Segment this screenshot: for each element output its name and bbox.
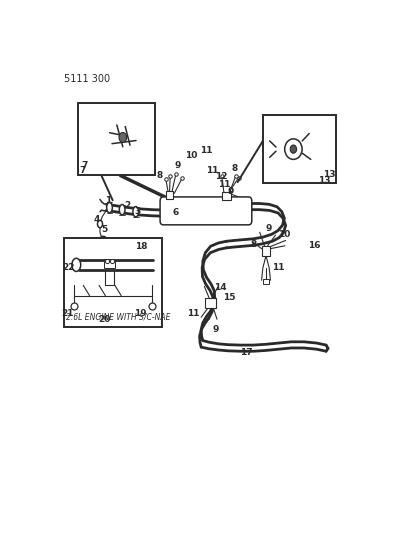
Ellipse shape	[133, 207, 139, 217]
Ellipse shape	[98, 220, 102, 228]
Text: 9: 9	[265, 224, 272, 233]
Text: 12: 12	[215, 172, 228, 181]
Text: 18: 18	[135, 242, 147, 251]
Bar	[222, 192, 231, 200]
Text: 21: 21	[61, 309, 74, 318]
Text: 9: 9	[227, 187, 234, 196]
Text: 16: 16	[308, 241, 320, 250]
Text: 5111 300: 5111 300	[64, 74, 110, 84]
Bar	[104, 259, 115, 268]
Text: 3: 3	[135, 207, 141, 216]
Text: 7: 7	[82, 161, 88, 170]
Text: 14: 14	[214, 283, 226, 292]
Ellipse shape	[290, 145, 297, 153]
FancyBboxPatch shape	[160, 197, 252, 225]
Text: 2.6L ENGINE WITH S/C-NAE: 2.6L ENGINE WITH S/C-NAE	[66, 312, 171, 321]
Text: 13: 13	[323, 170, 335, 179]
Text: 8: 8	[157, 171, 163, 180]
Ellipse shape	[285, 139, 302, 159]
Bar	[262, 246, 271, 256]
Text: 1: 1	[105, 196, 111, 205]
Text: 13: 13	[318, 176, 331, 185]
Ellipse shape	[100, 236, 106, 243]
Text: 5: 5	[102, 225, 108, 235]
Bar	[205, 298, 216, 308]
Text: 11: 11	[218, 180, 231, 189]
Text: 11: 11	[206, 166, 219, 175]
Text: 7: 7	[80, 166, 86, 175]
Text: 11: 11	[200, 147, 212, 156]
Bar	[78, 103, 155, 175]
Ellipse shape	[72, 259, 81, 271]
Text: 17: 17	[240, 348, 253, 357]
Bar	[64, 238, 162, 327]
Text: 9: 9	[174, 161, 181, 170]
Bar	[263, 279, 269, 284]
Ellipse shape	[119, 205, 125, 215]
Ellipse shape	[119, 133, 126, 142]
Text: 20: 20	[98, 314, 110, 324]
Text: 10: 10	[278, 230, 290, 239]
Text: 10: 10	[186, 151, 198, 160]
Bar	[263, 115, 336, 183]
Bar	[166, 191, 173, 199]
Text: 11: 11	[187, 309, 200, 318]
Text: 19: 19	[134, 309, 147, 318]
Text: 22: 22	[62, 263, 75, 272]
Text: 8: 8	[231, 164, 237, 173]
Text: 4: 4	[94, 215, 100, 224]
Text: 8: 8	[250, 240, 257, 249]
Text: 6: 6	[173, 208, 179, 217]
Text: 2: 2	[124, 200, 130, 209]
Ellipse shape	[106, 203, 112, 213]
Text: 15: 15	[224, 293, 236, 302]
Text: 9: 9	[212, 326, 219, 334]
Text: 11: 11	[272, 263, 284, 272]
